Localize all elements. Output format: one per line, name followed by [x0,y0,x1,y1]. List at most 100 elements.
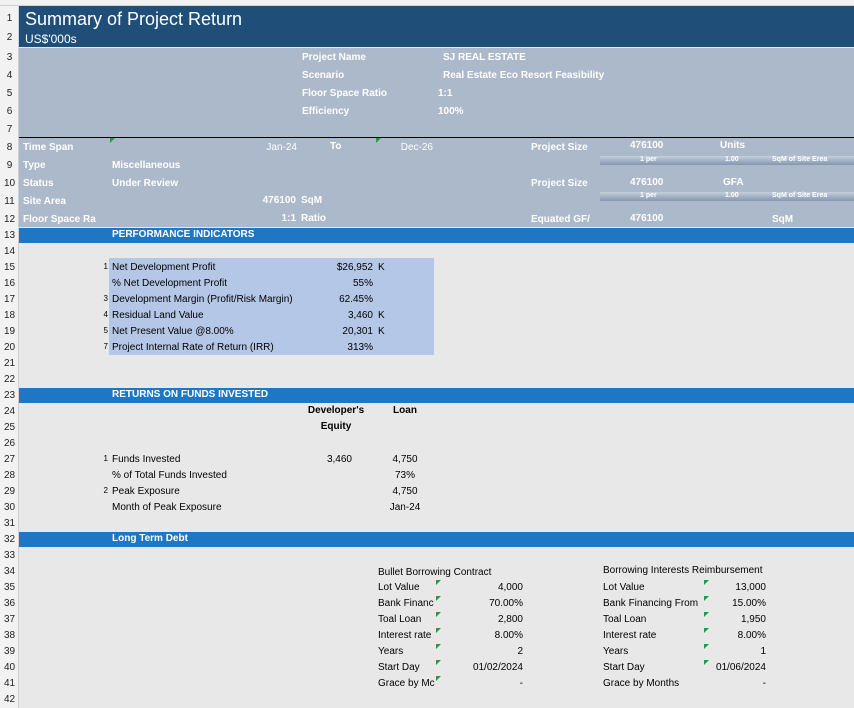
title-band [19,6,854,47]
row-number[interactable]: 19 [3,326,16,337]
row-number[interactable]: 29 [3,486,16,497]
row-header-bar[interactable]: 1 2 3 4 5 6 7 8 9 10 11 12 13 14 15 16 17 18 19 20 21 22 23 24 2… [0,6,19,708]
row-number[interactable]: 8 [6,142,13,153]
row-number[interactable]: 23 [3,390,16,401]
loan-value[interactable]: Jan-24 [389,502,421,513]
indicator-label: Net Present Value @8.00% [112,326,234,337]
row-number[interactable]: 33 [3,550,16,561]
time-span-from[interactable]: Jan-24 [266,142,297,153]
bullet-borrowing-value[interactable]: 2,800 [497,614,523,625]
row-number[interactable]: 17 [3,294,16,305]
site-area-value[interactable]: 476100 [262,195,296,206]
row-number[interactable]: 32 [3,534,16,545]
borrowing-interests-value[interactable]: 13,000 [735,582,766,593]
row-number[interactable]: 15 [3,262,16,273]
comment-marker-icon [436,676,441,681]
indicator-value[interactable]: 313% [347,342,373,353]
project-size-units-unit: Units [720,140,745,151]
row-number[interactable]: 30 [3,502,16,513]
indicator-value[interactable]: 20,301 [342,326,373,337]
per-unit-1: SqM of Site Erea [772,156,828,163]
scenario-value[interactable]: Real Estate Eco Resort Feasibility [443,70,605,81]
borrowing-interests-label: Toal Loan [603,614,647,625]
row-number[interactable]: 9 [6,160,13,171]
row-number[interactable]: 6 [6,106,13,117]
row-number[interactable]: 11 [4,196,15,207]
row-number[interactable]: 20 [3,342,16,353]
row-number[interactable]: 12 [3,214,16,225]
row-number[interactable]: 25 [3,422,16,433]
row-number[interactable]: 24 [3,406,16,417]
borrowing-interests-value[interactable]: - [762,678,766,689]
row-number[interactable]: 28 [3,470,16,481]
row-number[interactable]: 7 [6,124,13,135]
comment-marker-icon [436,660,441,665]
row-number[interactable]: 26 [3,438,16,449]
project-size-units-value[interactable]: 476100 [630,140,664,151]
floor-space-value[interactable]: 1:1 [281,213,296,224]
indicator-value[interactable]: 55% [352,278,373,289]
row-number[interactable]: 18 [3,310,16,321]
bullet-borrowing-value[interactable]: 2 [517,646,523,657]
row-number[interactable]: 31 [3,518,16,529]
row-number[interactable]: 13 [3,230,16,241]
row-number[interactable]: 14 [3,246,16,257]
row-number[interactable]: 42 [3,694,16,705]
row-number[interactable]: 41 [3,678,16,689]
borrowing-interests-value[interactable]: 8.00% [737,630,766,641]
row-number[interactable]: 38 [3,630,16,641]
project-name-value[interactable]: SJ REAL ESTATE [443,52,526,63]
bullet-borrowing-value[interactable]: 70.00% [489,598,523,609]
borrowing-interests-label: Lot Value [603,582,645,593]
indicator-value[interactable]: $26,952 [336,262,373,273]
borrowing-interests-value[interactable]: 01/06/2024 [715,662,766,673]
comment-marker-icon [436,596,441,601]
performance-title: PERFORMANCE INDICATORS [112,229,255,240]
floor-space-ratio-label: Floor Space Ratio [302,88,388,99]
bullet-borrowing-value[interactable]: 4,000 [497,582,523,593]
borrowing-interests-value[interactable]: 1 [760,646,766,657]
row-number[interactable]: 5 [6,88,13,99]
indicator-value[interactable]: 3,460 [347,310,373,321]
row-number[interactable]: 21 [3,358,16,369]
row-number[interactable]: 27 [3,454,16,465]
per-value-2[interactable]: 1.00 [725,192,739,199]
borrowing-interests-value[interactable]: 15.00% [732,598,766,609]
loan-value[interactable]: 73% [394,470,415,481]
efficiency-value[interactable]: 100% [438,106,464,117]
row-number[interactable]: 22 [3,374,16,385]
project-size-gfa-value[interactable]: 476100 [630,177,664,188]
per-value-1[interactable]: 1.00 [725,156,739,163]
time-span-to[interactable]: Dec-26 [400,142,433,153]
indicator-value[interactable]: 62.45% [339,294,373,305]
row-number[interactable]: 34 [3,566,16,577]
row-number[interactable]: 2 [6,32,13,43]
row-number[interactable]: 16 [3,278,16,289]
borrowing-interests-label: Interest rate [603,630,657,641]
row-number[interactable]: 3 [6,52,13,63]
loan-value[interactable]: 4,750 [392,486,418,497]
floor-space-ratio-value[interactable]: 1:1 [438,88,453,99]
row-number[interactable]: 4 [6,70,13,81]
loan-value[interactable]: 4,750 [392,454,418,465]
debt-header-band [19,532,854,547]
row-number[interactable]: 1 [6,13,13,24]
bullet-borrowing-value[interactable]: - [519,678,523,689]
row-number[interactable]: 40 [3,662,16,673]
indicator-unit: K [378,310,385,321]
bullet-borrowing-value[interactable]: 8.00% [494,630,523,641]
row-number[interactable]: 36 [3,598,16,609]
developer-equity-value[interactable]: 3,460 [326,454,352,465]
row-number[interactable]: 35 [3,582,16,593]
status-value[interactable]: Under Review [112,178,179,189]
row-number[interactable]: 39 [3,646,16,657]
borrowing-interests-value[interactable]: 1,950 [740,614,766,625]
type-value[interactable]: Miscellaneous [112,160,181,171]
comment-marker-icon [704,596,709,601]
column-header-bar[interactable] [0,0,854,6]
equated-gfa-value[interactable]: 476100 [630,213,664,224]
per-unit-2: SqM of Site Erea [772,192,828,199]
row-number[interactable]: 10 [3,178,16,189]
row-number[interactable]: 37 [3,614,16,625]
bullet-borrowing-value[interactable]: 01/02/2024 [472,662,523,673]
